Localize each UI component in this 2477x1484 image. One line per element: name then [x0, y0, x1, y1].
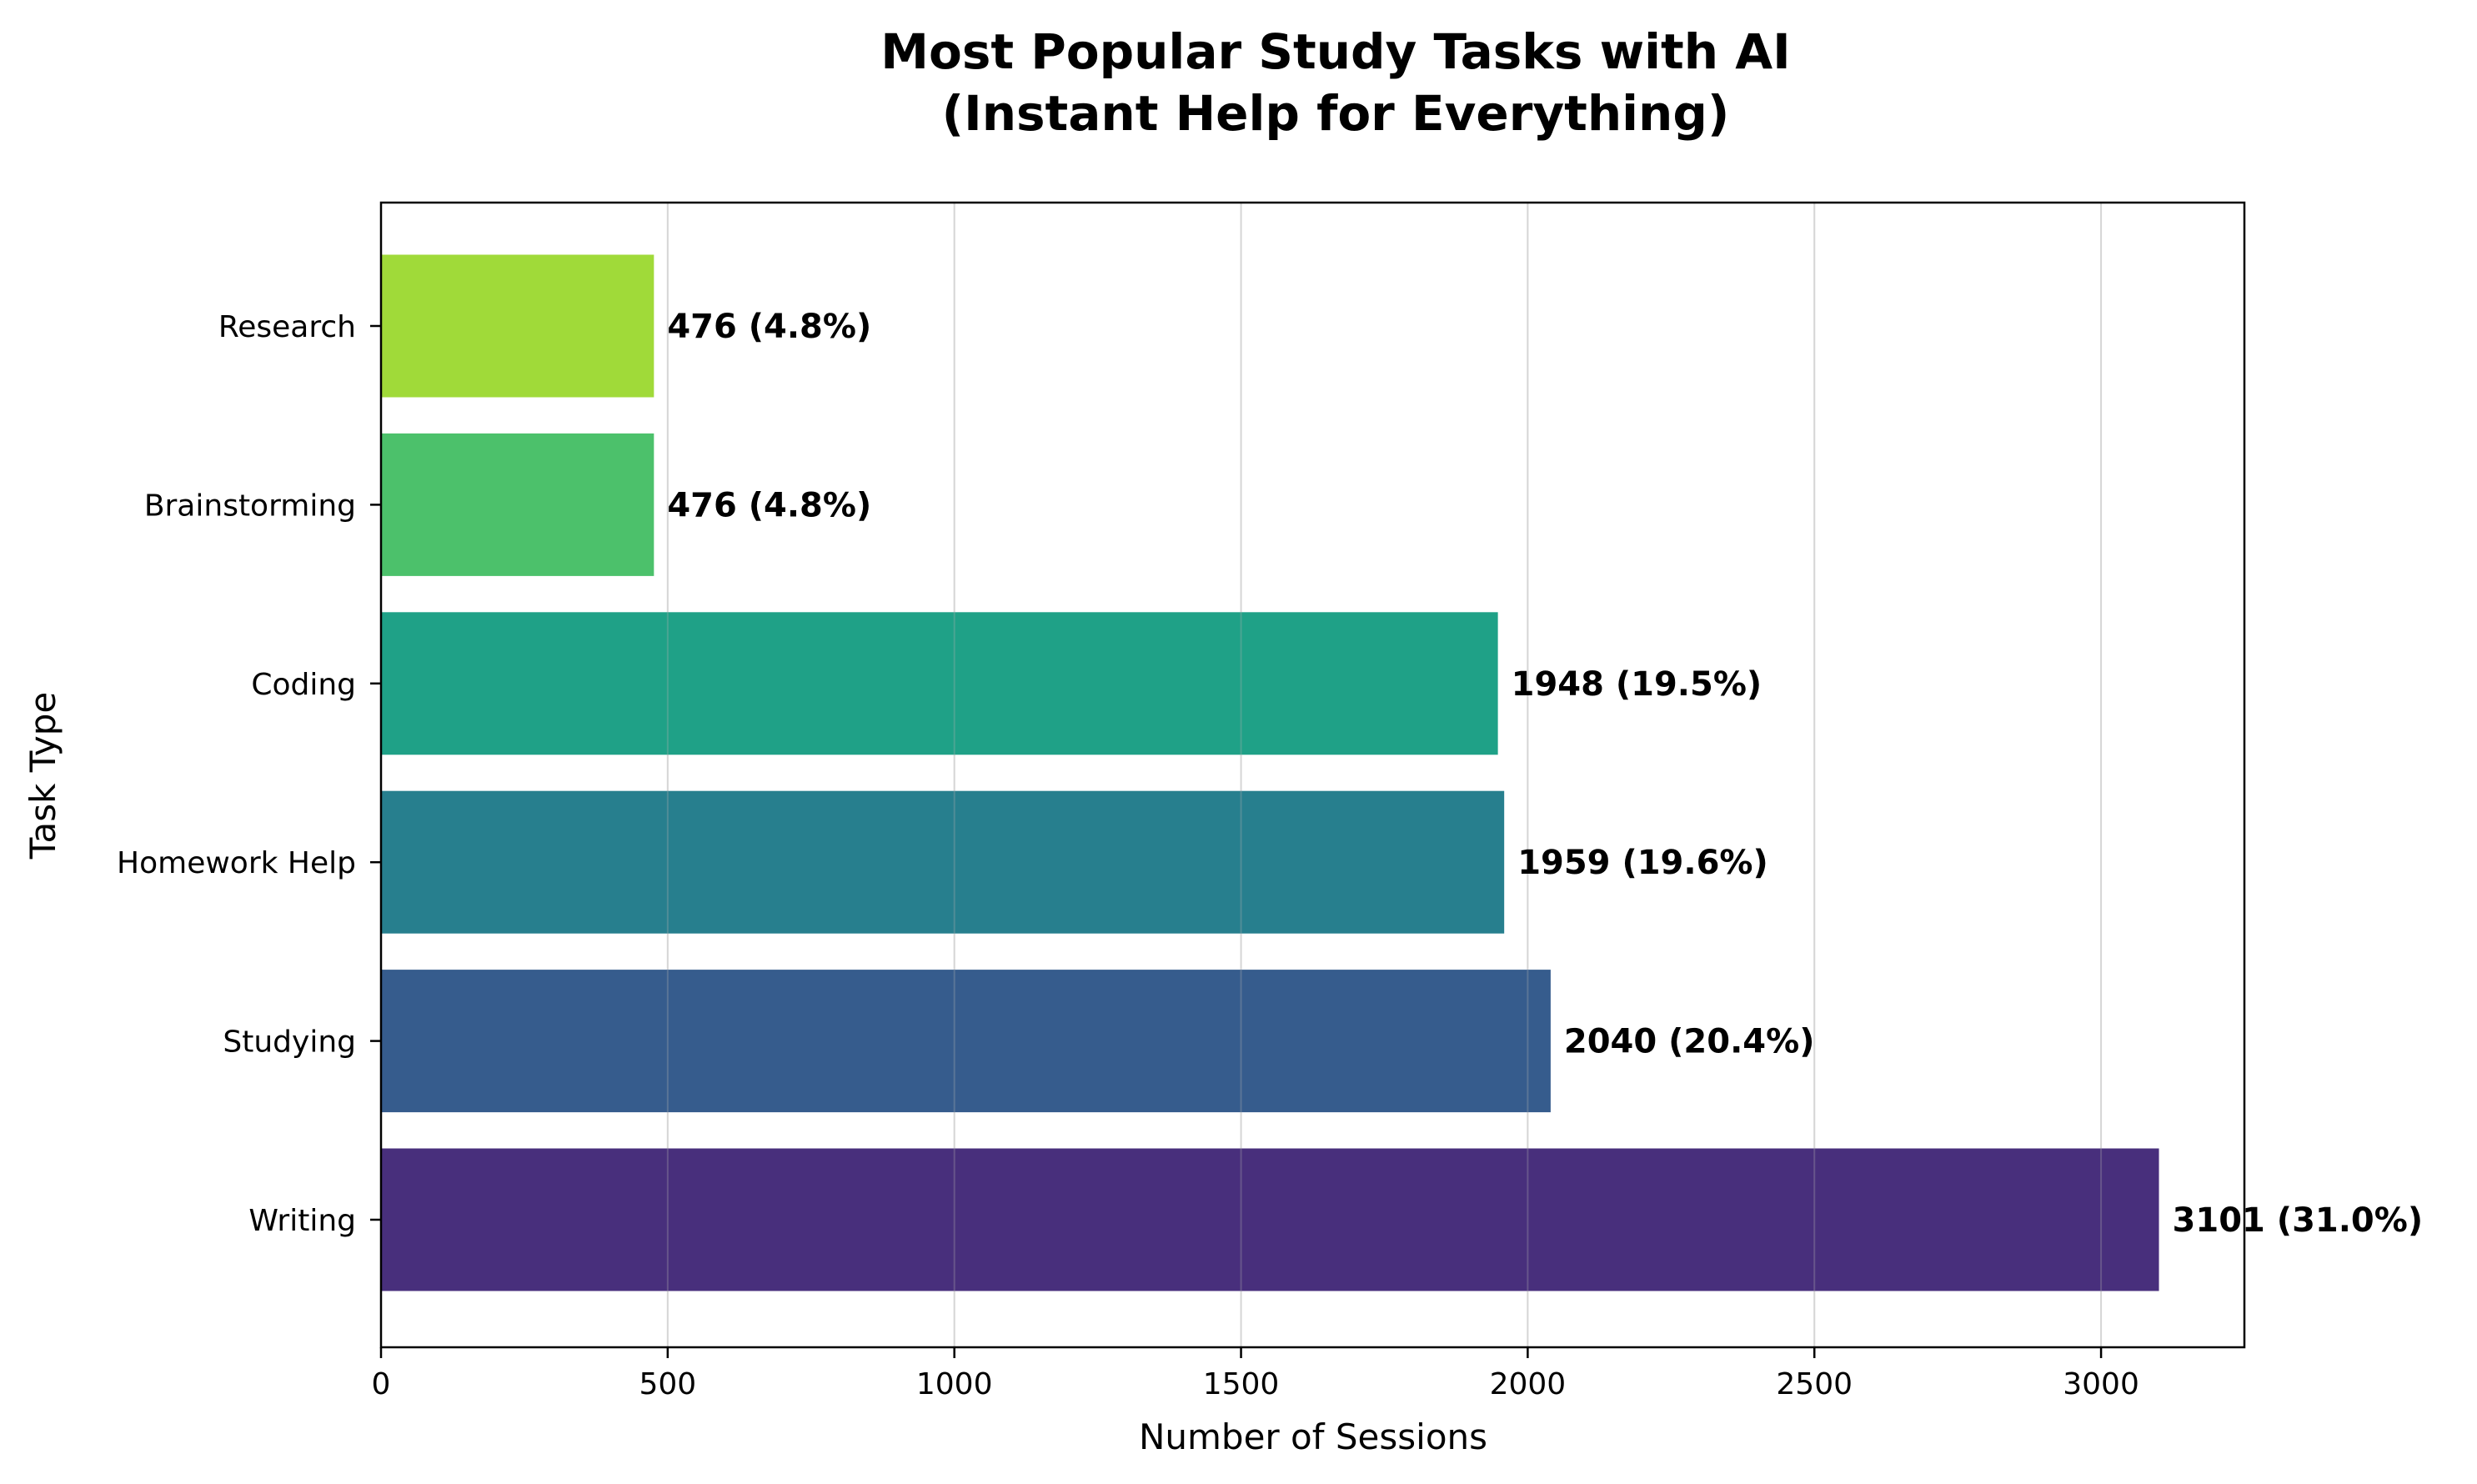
bar-coding: [381, 612, 1498, 755]
y-tick-label: Writing: [248, 1204, 356, 1238]
bar-homework-help: [381, 790, 1505, 934]
data-label: 1959 (19.6%): [1517, 844, 1768, 882]
y-axis-label: Task Type: [23, 692, 63, 860]
x-axis-ticks: 0 500 1000 1500 2000 2500 3000: [372, 1347, 2139, 1401]
grid-lines: [380, 203, 2103, 1347]
x-tick-label: 500: [639, 1367, 696, 1401]
chart-title: Most Popular Study Tasks with AI (Instan…: [880, 23, 1790, 142]
x-tick-label: 0: [372, 1367, 391, 1401]
y-tick-label: Studying: [223, 1025, 356, 1060]
x-tick-label: 2500: [1776, 1367, 1853, 1401]
x-tick-label: 2000: [1490, 1367, 1567, 1401]
chart-title-line-2: (Instant Help for Everything): [942, 85, 1730, 142]
y-tick-label: Homework Help: [117, 846, 356, 880]
data-label: 476 (4.8%): [667, 486, 871, 524]
chart-title-line-1: Most Popular Study Tasks with AI: [880, 23, 1790, 80]
x-tick-label: 1500: [1203, 1367, 1280, 1401]
data-labels: 3101 (31.0%) 2040 (20.4%) 1959 (19.6%) 1948…: [667, 308, 2423, 1240]
x-tick-label: 3000: [2063, 1367, 2139, 1401]
y-tick-label: Coding: [251, 668, 356, 702]
data-label: 1948 (19.5%): [1512, 665, 1762, 704]
bars: [380, 203, 2159, 1347]
bar-writing: [381, 1148, 2159, 1291]
data-label: 2040 (20.4%): [1564, 1023, 1815, 1061]
y-axis-ticks: Writing Studying Homework Help Coding Brains…: [117, 310, 381, 1238]
data-label: 3101 (31.0%): [2173, 1201, 2424, 1240]
plot-area-frame: [379, 201, 2246, 1349]
bar-brainstorming: [381, 433, 654, 576]
data-label: 476 (4.8%): [667, 308, 871, 346]
bar-studying: [381, 970, 1551, 1113]
y-tick-label: Research: [218, 310, 356, 344]
x-tick-label: 1000: [916, 1367, 993, 1401]
x-axis-label: Number of Sessions: [1139, 1416, 1487, 1457]
bar-research: [381, 254, 654, 398]
y-tick-label: Brainstorming: [144, 489, 356, 523]
